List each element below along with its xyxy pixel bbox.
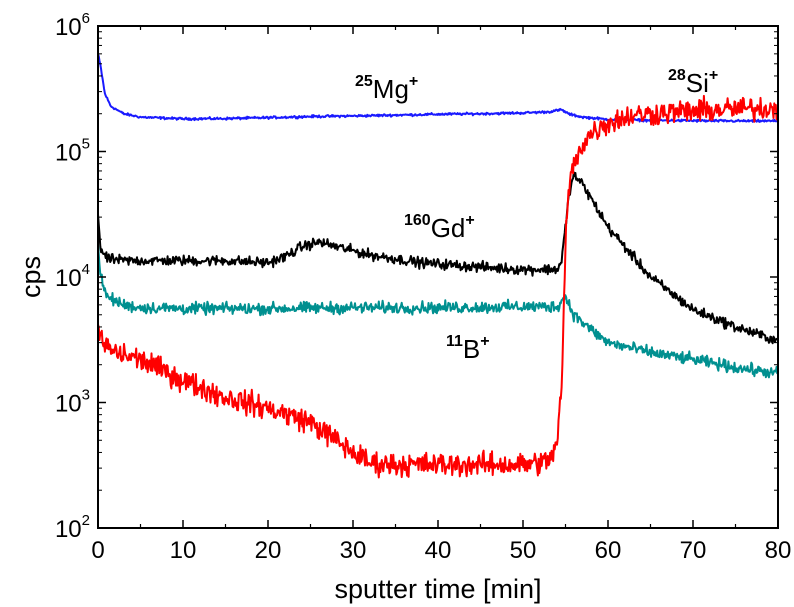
x-axis: 0 10 20 30 40 50 60 70 80 [91, 26, 791, 564]
series-label: 28Si+ [668, 67, 718, 98]
series-labels: 25Mg+ 28Si+ 160Gd+ 11B+ [355, 67, 718, 364]
series-line [98, 171, 778, 345]
series-line [98, 244, 778, 379]
x-tick-label: 80 [765, 537, 792, 564]
series-label: 160Gd+ [404, 212, 475, 243]
x-tick-label: 60 [595, 537, 622, 564]
x-tick-label: 50 [510, 537, 537, 564]
y-tick-label: 103 [55, 387, 90, 418]
y-tick-label: 106 [55, 10, 90, 41]
plot-frame [97, 25, 779, 529]
x-tick-label: 10 [170, 537, 197, 564]
x-tick-label: 70 [680, 537, 707, 564]
x-axis-label: sputter time [min] [334, 574, 541, 604]
series-label: 11B+ [446, 333, 490, 364]
y-tick-label: 102 [55, 512, 90, 543]
x-tick-label: 30 [340, 537, 367, 564]
x-tick-label: 40 [425, 537, 452, 564]
y-tick-label: 104 [55, 261, 90, 292]
x-tick-label: 20 [255, 537, 282, 564]
y-tick-label: 105 [55, 136, 90, 167]
x-tick-label: 0 [91, 537, 104, 564]
y-axis: 102 103 104 105 106 [55, 10, 778, 543]
series-line [98, 53, 778, 123]
series-label: 25Mg+ [355, 73, 418, 104]
series-line [98, 94, 778, 479]
series-group [98, 53, 778, 479]
y-axis-label: cps [16, 256, 46, 298]
